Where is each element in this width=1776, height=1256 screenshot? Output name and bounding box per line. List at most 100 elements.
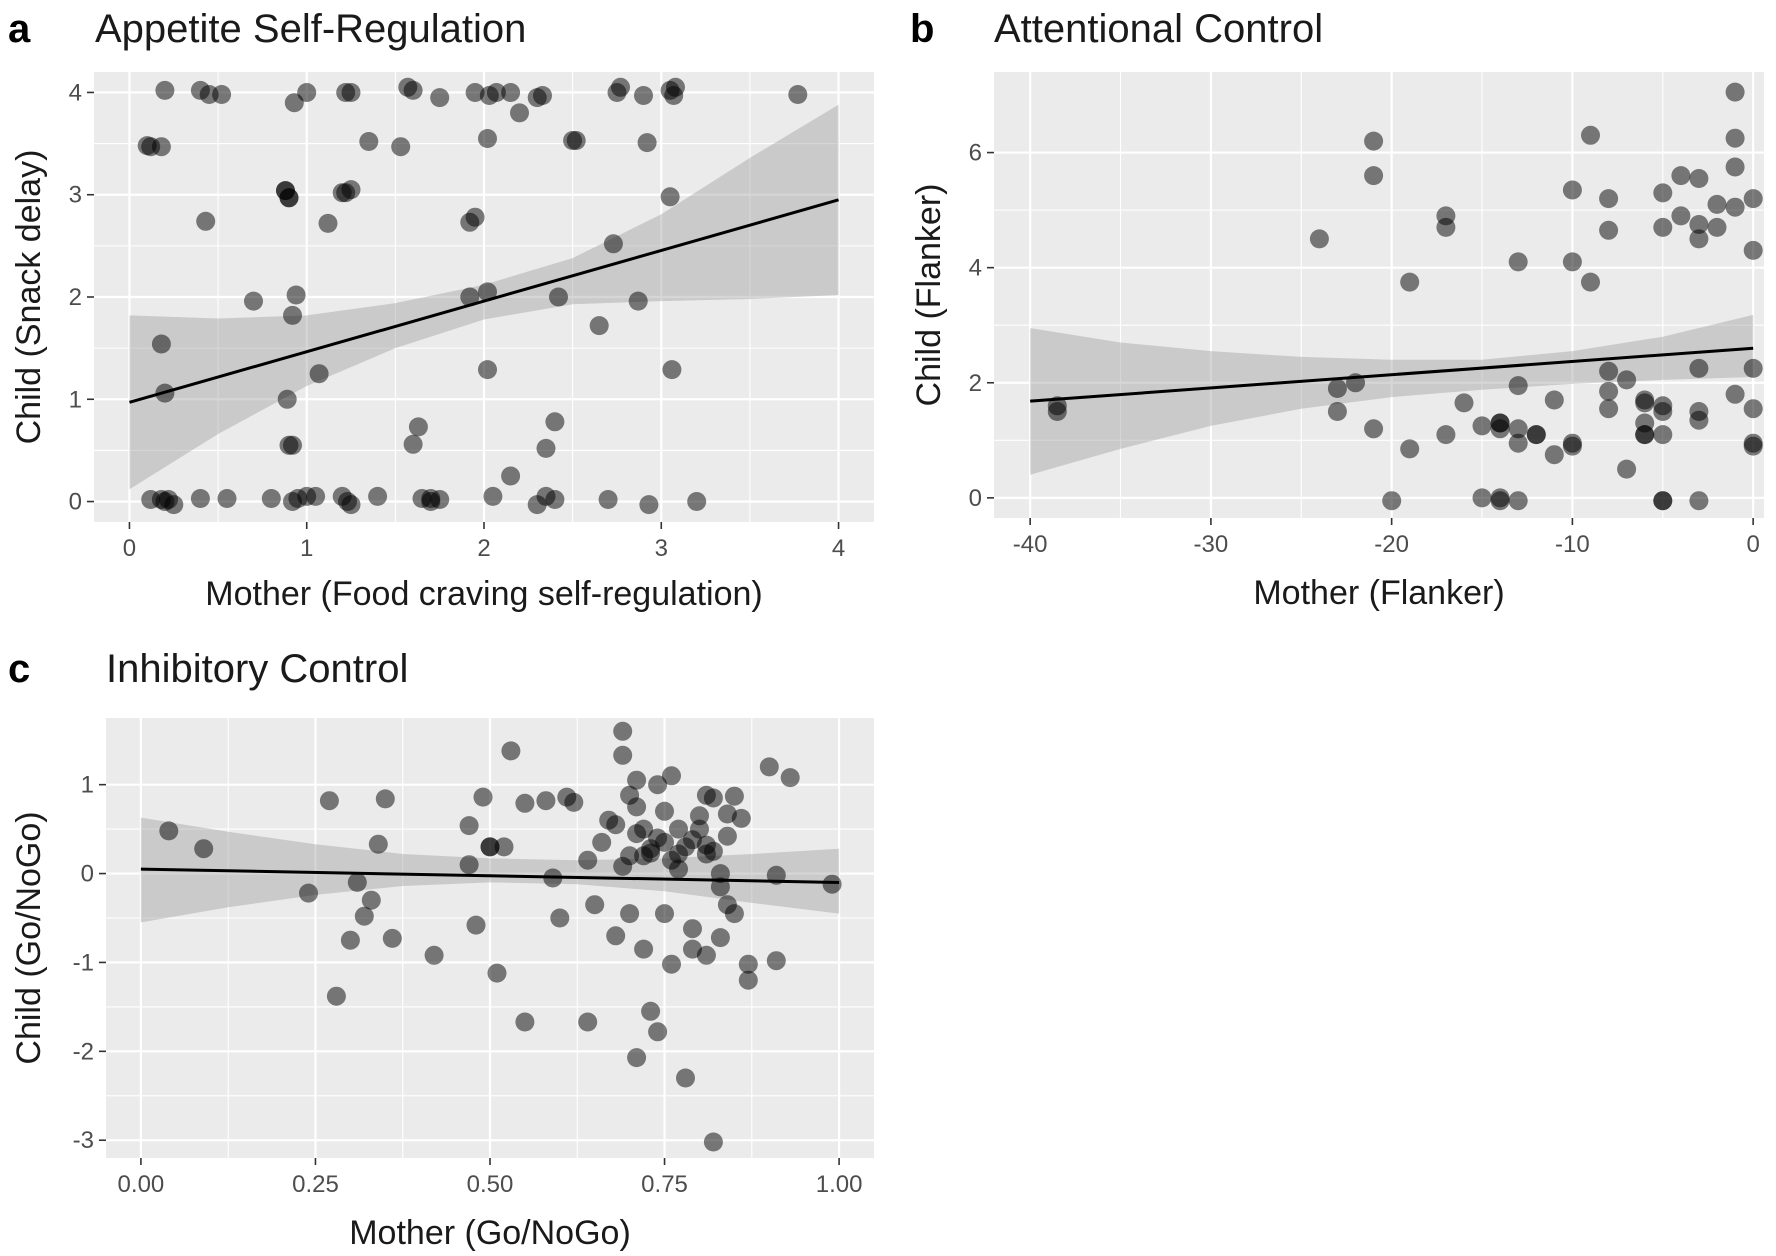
y-tick-label: 1 — [69, 386, 82, 413]
data-point — [1364, 166, 1384, 186]
y-tick-label: 0 — [69, 489, 82, 516]
data-point — [1508, 491, 1528, 511]
data-point — [190, 489, 210, 508]
x-tick-label: 2 — [477, 535, 490, 562]
data-point — [283, 492, 302, 511]
data-point — [536, 438, 556, 458]
data-point — [359, 132, 379, 151]
ci-band — [1030, 314, 1754, 475]
data-point — [620, 904, 640, 924]
data-point — [347, 872, 367, 892]
data-point — [1599, 361, 1619, 381]
data-point — [690, 806, 709, 826]
data-point — [710, 877, 730, 897]
panel-b-x-ticks: -40 -30 -20 -10 0 — [1013, 518, 1760, 558]
data-point — [1689, 358, 1709, 378]
data-point — [515, 793, 535, 813]
y-tick-label: 0 — [969, 485, 982, 512]
data-point — [1490, 491, 1510, 511]
y-tick-label: -1 — [73, 949, 94, 976]
data-point — [1653, 183, 1673, 203]
data-point — [1743, 240, 1763, 260]
data-point — [533, 86, 552, 105]
x-tick-label: 1.00 — [816, 1171, 863, 1198]
x-tick-label: 0 — [1746, 531, 1759, 558]
data-point — [408, 417, 428, 437]
data-point — [662, 766, 681, 786]
data-point — [603, 234, 623, 254]
data-point — [319, 791, 339, 811]
panel-b-title: Attentional Control — [994, 7, 1323, 51]
data-point — [1725, 157, 1745, 177]
data-point — [696, 835, 716, 855]
data-point — [1472, 488, 1492, 508]
data-point — [655, 904, 674, 924]
data-point — [1562, 252, 1582, 272]
x-tick-label: -40 — [1013, 531, 1048, 558]
y-tick-label: 1 — [81, 772, 94, 799]
data-point — [141, 137, 161, 157]
data-point — [1599, 220, 1619, 240]
panel-c-title: Inhibitory Control — [106, 647, 408, 691]
data-point — [326, 986, 346, 1006]
x-tick-label: 3 — [655, 535, 668, 562]
data-point — [1400, 439, 1420, 459]
data-point — [487, 963, 507, 983]
data-point — [368, 834, 388, 854]
data-point — [279, 188, 299, 208]
data-point — [1653, 217, 1673, 237]
data-point — [1400, 272, 1420, 292]
data-point — [297, 83, 317, 102]
data-point — [1472, 416, 1492, 436]
data-point — [703, 1132, 723, 1152]
data-point — [391, 137, 411, 157]
data-point — [788, 85, 808, 104]
data-point — [780, 768, 800, 788]
x-tick-label: -10 — [1555, 531, 1590, 558]
data-point — [212, 85, 232, 104]
data-point — [598, 490, 618, 509]
panel-a-points — [137, 77, 808, 515]
panel-b-points — [1047, 82, 1763, 511]
data-point — [666, 77, 685, 97]
data-point — [1689, 229, 1709, 249]
y-tick-label: 0 — [81, 861, 94, 888]
data-point — [1599, 381, 1619, 401]
data-point — [1707, 194, 1727, 214]
data-point — [515, 1012, 535, 1032]
data-point — [424, 945, 444, 965]
panel-c-x-ticks: 0.00 0.25 0.50 0.75 1.00 — [118, 1158, 863, 1198]
data-point — [318, 213, 338, 233]
data-point — [1364, 419, 1384, 439]
panel-c-x-axis-title: Mother (Go/NoGo) — [349, 1214, 631, 1252]
y-tick-label: 4 — [69, 79, 82, 106]
data-point — [724, 904, 744, 924]
data-point — [501, 741, 521, 761]
panel-b-fit-line — [1030, 346, 1754, 403]
data-point — [1490, 419, 1510, 439]
data-point — [1599, 189, 1619, 209]
data-point — [1707, 217, 1727, 237]
data-point — [1743, 436, 1763, 456]
data-point — [338, 492, 357, 511]
data-point — [683, 939, 702, 959]
panel-b-x-axis-title: Mother (Flanker) — [1253, 574, 1504, 612]
data-point — [382, 928, 402, 948]
data-point — [1581, 125, 1600, 145]
data-point — [1725, 128, 1745, 148]
data-point — [1309, 229, 1329, 249]
data-point — [731, 808, 751, 828]
data-point — [1508, 376, 1528, 396]
data-point — [403, 434, 423, 454]
data-point — [662, 360, 682, 380]
data-point — [480, 837, 500, 857]
data-point — [592, 832, 612, 852]
data-point — [494, 837, 514, 857]
data-point — [1544, 390, 1564, 410]
data-point — [683, 919, 702, 939]
y-tick-label: -3 — [73, 1127, 94, 1154]
data-point — [627, 1048, 647, 1068]
data-point — [261, 489, 281, 508]
regression-line — [129, 198, 839, 404]
